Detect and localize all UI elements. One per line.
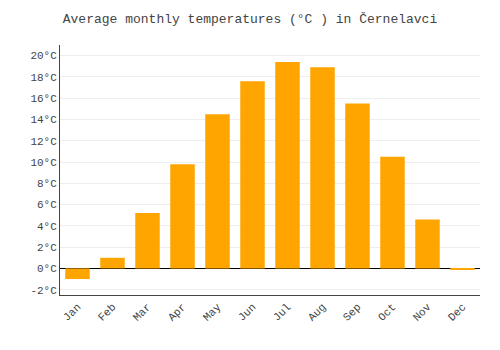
svg-text:2°C: 2°C	[37, 242, 57, 254]
svg-text:10°C: 10°C	[30, 157, 57, 169]
svg-text:Jun: Jun	[236, 301, 258, 323]
svg-text:Average monthly temperatures (: Average monthly temperatures (°C ) in Če…	[63, 12, 438, 27]
svg-text:12°C: 12°C	[30, 136, 57, 148]
svg-text:8°C: 8°C	[37, 178, 57, 190]
svg-text:Apr: Apr	[166, 301, 188, 323]
svg-text:Oct: Oct	[376, 301, 398, 323]
svg-text:Aug: Aug	[306, 301, 328, 323]
svg-text:Jan: Jan	[61, 301, 83, 323]
svg-text:0°C: 0°C	[37, 263, 57, 275]
svg-text:Mar: Mar	[131, 301, 153, 323]
svg-text:-2°C: -2°C	[30, 285, 57, 297]
svg-text:Sep: Sep	[341, 301, 363, 323]
svg-text:16°C: 16°C	[30, 93, 57, 105]
svg-text:Nov: Nov	[411, 301, 434, 324]
svg-text:Dec: Dec	[446, 301, 468, 323]
svg-text:20°C: 20°C	[30, 50, 57, 62]
svg-text:4°C: 4°C	[37, 221, 57, 233]
svg-text:Jul: Jul	[271, 301, 293, 323]
svg-text:Feb: Feb	[96, 301, 118, 323]
svg-text:May: May	[201, 301, 224, 324]
svg-text:14°C: 14°C	[30, 114, 57, 126]
svg-text:18°C: 18°C	[30, 72, 57, 84]
svg-text:6°C: 6°C	[37, 199, 57, 211]
